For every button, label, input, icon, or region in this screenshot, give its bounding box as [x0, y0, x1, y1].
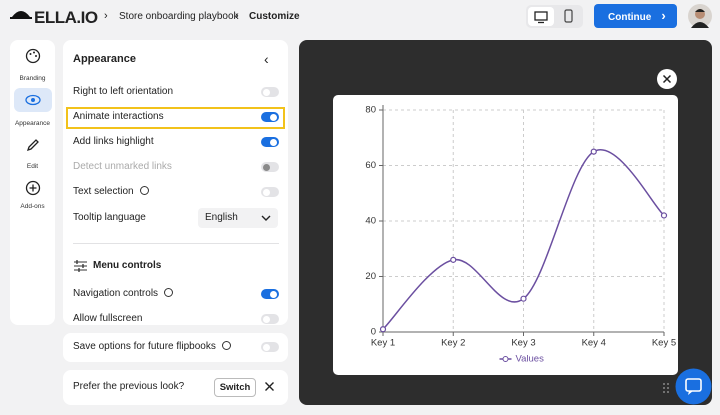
- x-tick-label: Key 3: [511, 338, 535, 349]
- point: [450, 256, 457, 263]
- x-tick-label: Key 1: [371, 338, 395, 349]
- close-button[interactable]: [264, 381, 275, 392]
- close-preview[interactable]: [657, 69, 677, 89]
- legend-label: Values: [516, 354, 545, 365]
- setting-label: Navigation controls: [73, 287, 174, 301]
- setting-label: Tooltip language: [73, 212, 146, 223]
- toggle[interactable]: [261, 137, 279, 147]
- prefer-label: Prefer the previous look?: [73, 381, 185, 392]
- x-tick-label: Key 4: [582, 338, 606, 349]
- logo-icon: [10, 11, 32, 19]
- setting-label: Allow fullscreen: [73, 313, 143, 324]
- sidebar-label: Add-ons: [20, 203, 45, 210]
- divider: [73, 243, 279, 244]
- y-tick-label: 80: [365, 105, 376, 116]
- section-title: Menu controls: [93, 260, 162, 271]
- panel-title: Appearance: [73, 53, 136, 65]
- chevron: ›: [235, 10, 239, 22]
- device-switch: [526, 5, 583, 28]
- line: [382, 149, 665, 330]
- setting-label: Save options for future flipbooks: [73, 340, 231, 354]
- chart-card: [333, 95, 678, 375]
- toggle[interactable]: [261, 314, 279, 324]
- chevron: ›: [104, 10, 108, 22]
- addons-icon[interactable]: [25, 180, 41, 196]
- setting-label: Add links highlight: [73, 136, 154, 147]
- sidebar-label: Edit: [26, 163, 39, 170]
- toggle[interactable]: [261, 289, 279, 299]
- breadcrumb: Customize: [249, 11, 300, 22]
- settings-panel: [63, 40, 288, 325]
- y-tick-label: 40: [365, 216, 376, 227]
- point: [660, 212, 668, 219]
- select-value: English: [205, 212, 238, 223]
- collapse-button[interactable]: ‹: [264, 51, 269, 67]
- highlight: [66, 107, 285, 129]
- continue-button[interactable]: Continue ›: [594, 4, 677, 28]
- setting-label: Right to left orientation: [73, 86, 174, 97]
- prefer-card: [63, 370, 288, 405]
- save-card: [63, 333, 288, 362]
- switch-button[interactable]: Switch: [214, 378, 256, 397]
- toggle[interactable]: [261, 112, 279, 122]
- chart: 0 20 40 60 80 Key 1 Key 2 Key 3 Key 4 Key 5 Values: [365, 105, 676, 365]
- setting-label: Text selection: [73, 185, 149, 199]
- toggle[interactable]: [261, 87, 279, 97]
- desktop-button[interactable]: [528, 7, 554, 26]
- chat-button[interactable]: [675, 368, 712, 405]
- drag-handle[interactable]: [662, 382, 670, 394]
- logo: ELLA.IO: [34, 8, 98, 27]
- y-tick-label: 0: [371, 327, 376, 338]
- y-tick-label: 60: [365, 160, 376, 171]
- toggle[interactable]: [261, 187, 279, 197]
- point: [520, 295, 527, 302]
- setting-label: Detect unmarked links: [73, 161, 172, 172]
- x-tick-label: Key 2: [441, 338, 465, 349]
- edit-icon[interactable]: [25, 137, 41, 153]
- sidebar-label: Branding: [19, 75, 46, 82]
- info-icon[interactable]: [139, 186, 149, 195]
- legend-swatch: [502, 356, 509, 362]
- avatar[interactable]: [688, 4, 712, 28]
- sidebar-active[interactable]: [14, 88, 52, 112]
- y-tick-label: 20: [365, 271, 376, 282]
- point: [379, 326, 387, 333]
- x-tick-label: Key 5: [652, 338, 676, 349]
- setting-label: Animate interactions: [73, 111, 164, 122]
- toggle[interactable]: [261, 342, 279, 352]
- mobile-button[interactable]: [559, 8, 577, 25]
- language-select[interactable]: English: [198, 208, 278, 228]
- breadcrumb[interactable]: Store onboarding playbook: [119, 11, 239, 22]
- button-label: Continue: [608, 12, 652, 23]
- menu-icon: [74, 260, 87, 272]
- info-icon[interactable]: [164, 288, 174, 297]
- branding-icon[interactable]: [25, 48, 41, 64]
- sidebar: [10, 40, 55, 325]
- point: [590, 148, 597, 155]
- info-icon[interactable]: [221, 341, 231, 350]
- toggle: [261, 162, 279, 172]
- sidebar-label: Appearance: [14, 120, 51, 127]
